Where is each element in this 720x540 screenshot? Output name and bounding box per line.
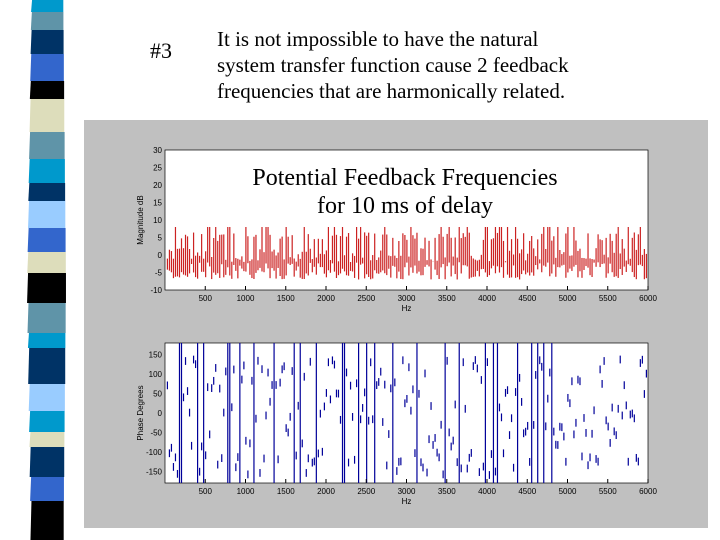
x-tick-label: 5000 [559, 487, 577, 496]
stripe-band [27, 303, 66, 333]
stripe-band [27, 252, 66, 273]
x-tick-label: 4000 [478, 294, 496, 303]
y-tick-label: -5 [155, 269, 163, 278]
stripe-band [27, 228, 66, 252]
y-tick-label: 30 [153, 146, 162, 155]
x-tick-label: 2000 [317, 294, 335, 303]
stripe-band [27, 333, 66, 348]
stripe-band [28, 201, 66, 228]
y-tick-label: 0 [158, 251, 163, 260]
stripe-band [28, 159, 65, 183]
y-tick-label: -50 [150, 428, 162, 437]
x-tick-label: 500 [199, 487, 213, 496]
title-line: Potential Feedback Frequencies [252, 165, 558, 191]
x-tick-label: 2500 [357, 487, 375, 496]
x-tick-label: 3500 [438, 294, 456, 303]
stripe-band [30, 30, 64, 54]
y-tick-label: 25 [153, 164, 162, 173]
stripe-band [28, 183, 66, 201]
stripe-band [29, 132, 65, 159]
y-tick-label: 5 [158, 234, 163, 243]
x-tick-label: 1500 [277, 294, 295, 303]
x-axis-label: Hz [402, 497, 412, 506]
magnitude-plot: 500 1000 1500 2000 2500 3000 3500 4000 4500 5000 5… [136, 146, 657, 313]
body-line: system transfer function cause 2 feedbac… [217, 53, 569, 77]
y-axis-label: Magnitude dB [136, 195, 145, 244]
x-tick-label: 6000 [639, 487, 657, 496]
stripe-band [29, 447, 65, 477]
y-axis-label: Phase Degrees [136, 385, 145, 440]
y-tick-label: 10 [153, 216, 162, 225]
x-tick-label: 3500 [438, 487, 456, 496]
x-tick-label: 4500 [518, 294, 536, 303]
y-tick-label: -10 [150, 286, 162, 295]
decorative-stripe [27, 0, 66, 540]
y-tick-label: 50 [153, 390, 162, 399]
x-tick-label: 5000 [559, 294, 577, 303]
x-tick-label: 4500 [518, 487, 536, 496]
stripe-band [31, 0, 64, 12]
y-tick-label: -100 [146, 448, 163, 457]
body-line: frequencies that are harmonically relate… [217, 79, 566, 103]
y-tick-label: 15 [153, 199, 162, 208]
x-tick-label: 3000 [398, 294, 416, 303]
stripe-band [30, 54, 64, 81]
stripe-band [30, 12, 64, 30]
slide-body-text: It is not impossible to have the natural… [217, 26, 657, 104]
x-tick-label: 2000 [317, 487, 335, 496]
x-tick-label: 1500 [277, 487, 295, 496]
x-tick-label: 2500 [357, 294, 375, 303]
y-tick-label: 0 [158, 409, 163, 418]
x-tick-label: 500 [199, 294, 213, 303]
stripe-band [29, 81, 65, 99]
x-axis-label: Hz [402, 304, 412, 313]
slide-number: #3 [150, 38, 172, 63]
stripe-band [30, 477, 64, 501]
x-tick-label: 6000 [639, 294, 657, 303]
stripe-band [29, 411, 65, 432]
x-tick-label: 5500 [599, 294, 617, 303]
body-line: It is not impossible to have the natural [217, 27, 539, 51]
stripe-band [28, 348, 66, 384]
y-tick-label: 100 [149, 370, 163, 379]
x-tick-label: 3000 [398, 487, 416, 496]
plot-axes [164, 342, 649, 484]
stripe-band [29, 99, 65, 132]
x-tick-label: 1000 [237, 487, 255, 496]
stripe-band [29, 432, 65, 447]
y-tick-label: 20 [153, 181, 162, 190]
phase-plot: 500 1000 1500 2000 2500 3000 3500 4000 4500 5000 5… [136, 342, 657, 506]
stripe-band [30, 501, 64, 540]
y-tick-label: 150 [149, 351, 163, 360]
x-tick-label: 1000 [237, 294, 255, 303]
overlay-title: Potential Feedback Frequencies for 10 ms… [200, 164, 610, 220]
y-tick-label: -150 [146, 467, 163, 476]
title-line: for 10 ms of delay [317, 193, 493, 219]
x-tick-label: 5500 [599, 487, 617, 496]
stripe-band [28, 384, 65, 411]
x-tick-label: 4000 [478, 487, 496, 496]
stripe-band [27, 273, 66, 303]
